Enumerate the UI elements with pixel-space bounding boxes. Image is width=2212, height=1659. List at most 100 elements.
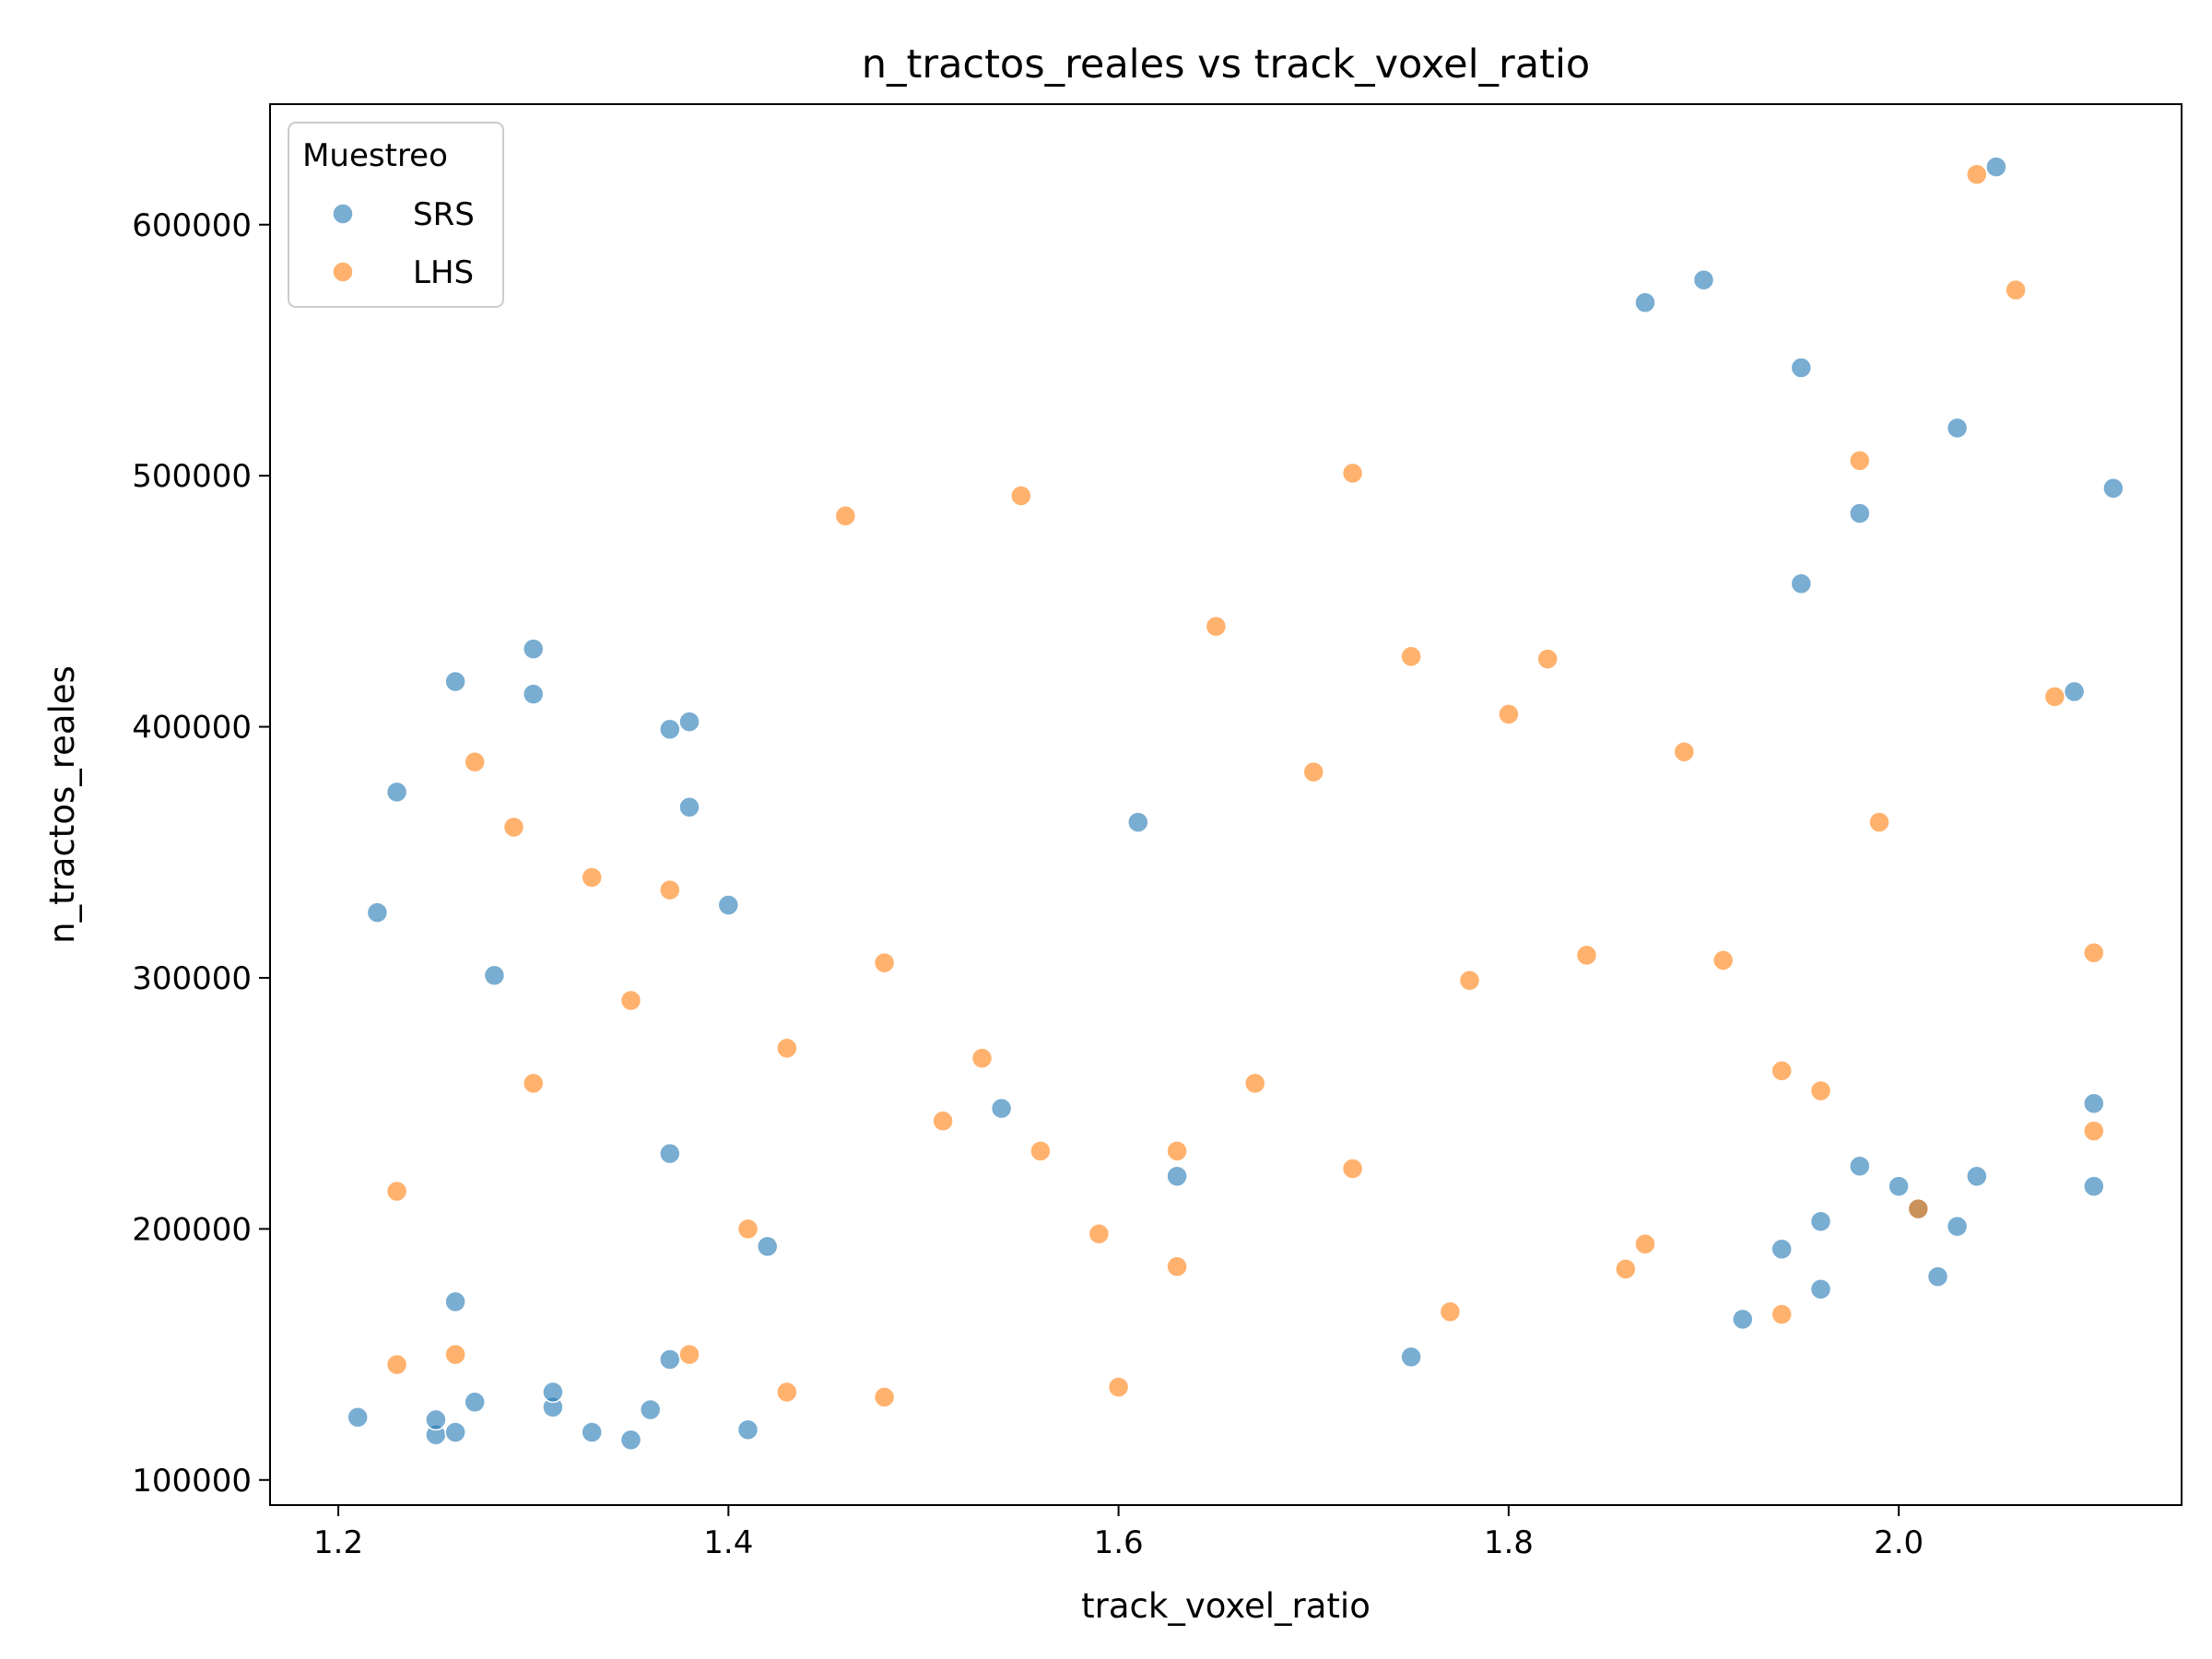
- point-lhs-5: [522, 1072, 545, 1095]
- point-srs-25: [990, 1097, 1013, 1120]
- point-srs-18: [659, 1142, 681, 1165]
- point-lhs-18: [1010, 485, 1032, 507]
- point-srs-11: [522, 638, 545, 660]
- point-lhs-24: [1205, 615, 1228, 638]
- chart-title: n_tractos_reales vs track_voxel_ratio: [862, 41, 1590, 88]
- point-srs-48: [2083, 1175, 2105, 1197]
- point-srs-27: [1166, 1165, 1188, 1187]
- point-lhs-37: [1673, 741, 1696, 763]
- legend-title: Muestreo: [302, 137, 448, 174]
- point-srs-14: [581, 1421, 603, 1443]
- point-srs-35: [1809, 1277, 1832, 1300]
- point-srs-21: [678, 711, 700, 733]
- x-tick-label: 1.4: [703, 1524, 753, 1561]
- point-lhs-13: [834, 504, 857, 527]
- point-lhs-9: [678, 1343, 700, 1366]
- y-tick-label: 400000: [132, 710, 252, 747]
- point-srs-49: [2102, 477, 2124, 500]
- legend-marker-lhs: [332, 261, 354, 283]
- point-lhs-23: [1166, 1140, 1188, 1162]
- point-lhs-21: [1107, 1376, 1130, 1398]
- point-lhs-14: [873, 1386, 896, 1408]
- point-srs-2: [385, 781, 408, 804]
- x-tick-label: 1.2: [313, 1524, 363, 1561]
- point-srs-5: [444, 1421, 466, 1443]
- point-lhs-44: [1907, 1197, 1930, 1220]
- point-lhs-47: [2043, 686, 2066, 708]
- legend-marker-srs: [332, 203, 354, 225]
- point-srs-6: [444, 1290, 466, 1313]
- point-srs-10: [522, 683, 545, 705]
- point-lhs-45: [1966, 163, 1988, 186]
- point-srs-26: [1127, 811, 1149, 833]
- point-lhs-35: [1615, 1258, 1637, 1280]
- point-lhs-46: [2005, 278, 2027, 301]
- point-lhs-1: [385, 1180, 408, 1203]
- point-srs-23: [736, 1418, 759, 1441]
- point-lhs-41: [1809, 1079, 1832, 1102]
- point-lhs-30: [1439, 1300, 1462, 1324]
- x-tick-label: 1.8: [1484, 1524, 1534, 1561]
- point-srs-45: [1985, 156, 2007, 178]
- point-lhs-33: [1536, 648, 1559, 670]
- point-srs-4: [425, 1408, 447, 1431]
- point-srs-36: [1809, 1210, 1832, 1232]
- point-lhs-11: [776, 1037, 798, 1059]
- point-srs-19: [659, 718, 681, 741]
- point-srs-1: [366, 901, 389, 924]
- legend-label-srs: SRS: [413, 196, 475, 233]
- point-lhs-38: [1712, 949, 1735, 971]
- point-srs-41: [1926, 1265, 1949, 1288]
- x-tick-label: 1.6: [1094, 1524, 1144, 1561]
- legend: Muestreo SRS LHS: [288, 122, 504, 308]
- point-lhs-26: [1302, 760, 1324, 783]
- point-lhs-25: [1243, 1072, 1266, 1095]
- point-lhs-49: [2083, 1120, 2105, 1142]
- point-srs-38: [1849, 502, 1871, 524]
- point-srs-47: [2083, 1092, 2105, 1114]
- y-tick-label: 500000: [132, 458, 252, 495]
- point-lhs-31: [1458, 969, 1481, 992]
- point-lhs-19: [1030, 1140, 1052, 1162]
- point-srs-29: [1634, 291, 1656, 313]
- point-lhs-3: [464, 750, 486, 773]
- point-srs-16: [639, 1398, 662, 1421]
- point-lhs-20: [1088, 1223, 1111, 1245]
- point-srs-42: [1946, 1215, 1969, 1238]
- point-lhs-27: [1341, 462, 1364, 485]
- y-axis-label: n_tractos_reales: [42, 665, 82, 944]
- point-lhs-17: [971, 1047, 994, 1069]
- point-lhs-6: [581, 866, 603, 888]
- point-srs-34: [1790, 572, 1813, 595]
- point-lhs-8: [659, 878, 681, 901]
- point-lhs-43: [1868, 811, 1890, 833]
- point-lhs-36: [1634, 1232, 1656, 1255]
- point-srs-17: [659, 1348, 681, 1371]
- point-srs-46: [2063, 680, 2086, 703]
- points-layer: [347, 156, 2124, 1451]
- y-tick-label: 100000: [132, 1463, 252, 1500]
- point-srs-28: [1400, 1346, 1422, 1369]
- x-axis-ticks: 1.2 1.4 1.6 1.8 2.0: [313, 1505, 1924, 1561]
- point-srs-30: [1692, 268, 1715, 291]
- point-srs-44: [1966, 1165, 1988, 1187]
- point-lhs-15: [873, 951, 896, 974]
- x-axis-label: track_voxel_ratio: [1081, 1586, 1371, 1626]
- plot-frame: [269, 103, 2183, 1506]
- legend-box: [288, 122, 504, 308]
- point-srs-20: [678, 795, 700, 818]
- y-tick-label: 300000: [132, 960, 252, 997]
- point-lhs-48: [2083, 941, 2105, 964]
- y-axis-ticks: 100000 200000 300000 400000 500000 600000: [132, 207, 270, 1500]
- point-lhs-10: [736, 1218, 759, 1241]
- point-lhs-7: [619, 989, 642, 1012]
- point-lhs-12: [776, 1381, 798, 1404]
- point-lhs-28: [1341, 1158, 1364, 1180]
- point-lhs-34: [1575, 944, 1598, 967]
- point-srs-33: [1790, 357, 1813, 379]
- point-srs-13: [542, 1381, 564, 1404]
- point-lhs-40: [1771, 1303, 1793, 1325]
- point-lhs-29: [1400, 645, 1422, 668]
- point-lhs-22: [1166, 1255, 1188, 1277]
